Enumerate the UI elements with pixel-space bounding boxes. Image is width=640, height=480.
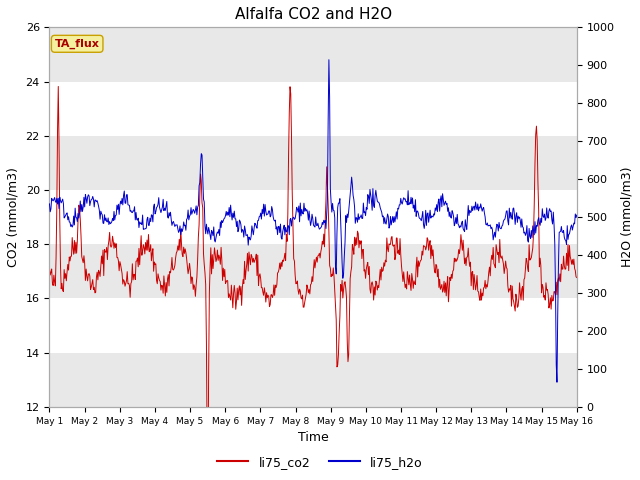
- li75_h2o: [393, 216, 401, 222]
- Legend: li75_co2, li75_h2o: li75_co2, li75_h2o: [212, 451, 428, 474]
- Text: TA_flux: TA_flux: [55, 39, 100, 49]
- li75_co2: [394, 251, 402, 256]
- li75_h2o: [573, 212, 580, 218]
- li75_h2o: [45, 201, 53, 207]
- li75_co2: [45, 265, 53, 271]
- Bar: [49, 244, 577, 299]
- Title: Alfalfa CO2 and H2O: Alfalfa CO2 and H2O: [235, 7, 392, 22]
- li75_co2: [164, 276, 172, 282]
- X-axis label: Time: Time: [298, 431, 328, 444]
- li75_co2: [191, 293, 199, 299]
- li75_h2o: [55, 206, 63, 212]
- li75_h2o: [378, 209, 385, 215]
- li75_h2o: [109, 217, 117, 223]
- li75_co2: [54, 84, 62, 89]
- li75_h2o: [163, 199, 171, 204]
- li75_h2o: [553, 379, 561, 385]
- li75_h2o: [325, 57, 333, 62]
- Y-axis label: CO2 (mmol/m3): CO2 (mmol/m3): [7, 167, 20, 267]
- li75_co2: [379, 268, 387, 274]
- Bar: [49, 353, 577, 407]
- Bar: [49, 27, 577, 82]
- li75_co2: [110, 245, 118, 251]
- Line: li75_h2o: li75_h2o: [49, 60, 577, 382]
- Y-axis label: H2O (mmol/m3): H2O (mmol/m3): [620, 167, 633, 267]
- Line: li75_co2: li75_co2: [49, 86, 577, 480]
- li75_h2o: [191, 210, 198, 216]
- li75_co2: [56, 216, 63, 221]
- li75_co2: [573, 275, 580, 280]
- Bar: [49, 136, 577, 190]
